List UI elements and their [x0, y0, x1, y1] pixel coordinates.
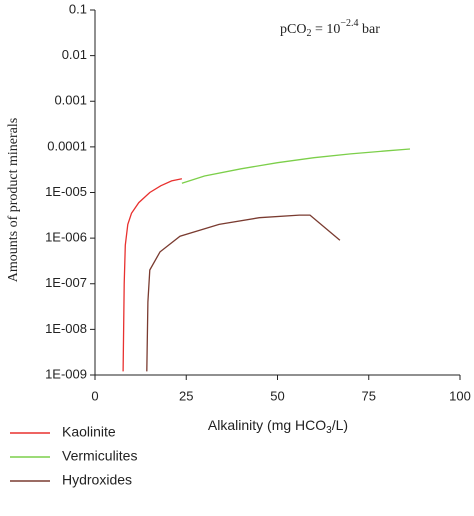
x-label-sub: 3 — [326, 425, 332, 436]
y-tick-label: 0.001 — [54, 93, 87, 108]
legend-label: Kaolinite — [62, 424, 116, 440]
annotation: pCO2 = 10−2.4 bar — [280, 18, 380, 39]
x-label-suffix: /L) — [332, 417, 348, 433]
x-tick-label: 50 — [270, 388, 284, 403]
legend-label: Vermiculites — [62, 448, 137, 464]
x-tick-label: 100 — [449, 388, 471, 403]
legend-label: Hydroxides — [62, 472, 132, 488]
series-line — [122, 178, 183, 372]
y-tick-label: 1E-005 — [45, 184, 87, 199]
series-line — [181, 148, 411, 184]
annotation-sub: 2 — [306, 28, 311, 39]
y-tick-label: 0.01 — [62, 47, 87, 62]
series-line — [146, 214, 341, 372]
y-tick-label: 1E-008 — [45, 321, 87, 336]
y-tick-label: 1E-006 — [45, 230, 87, 245]
x-tick-label: 0 — [91, 388, 98, 403]
y-tick-label: 0.1 — [69, 1, 87, 16]
annotation-suffix: bar — [359, 22, 381, 37]
y-tick-label: 1E-007 — [45, 275, 87, 290]
y-tick-label: 0.0001 — [47, 138, 87, 153]
x-label-text: Alkalinity (mg HCO — [208, 417, 326, 433]
y-axis-label: Amounts of product minerals — [6, 118, 21, 282]
annotation-prefix: pCO — [280, 22, 306, 37]
annotation-middle: = 10 — [311, 22, 340, 37]
x-axis-label: Alkalinity (mg HCO3/L) — [208, 417, 348, 436]
y-tick-label: 1E-009 — [45, 366, 87, 381]
x-tick-label: 75 — [362, 388, 376, 403]
x-tick-label: 25 — [179, 388, 193, 403]
annotation-sup: −2.4 — [340, 18, 358, 29]
